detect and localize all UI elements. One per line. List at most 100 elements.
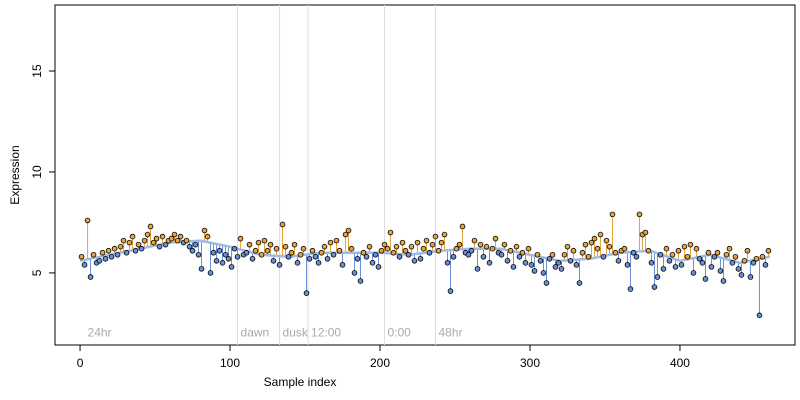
point bbox=[408, 243, 415, 250]
point bbox=[213, 258, 220, 264]
point bbox=[153, 235, 160, 242]
point bbox=[261, 237, 268, 244]
annotation: 12:00 bbox=[311, 326, 341, 340]
point bbox=[552, 264, 559, 270]
point bbox=[291, 241, 298, 248]
point bbox=[174, 237, 181, 244]
point bbox=[609, 211, 616, 218]
x-tick-label: 300 bbox=[520, 356, 540, 370]
point bbox=[306, 255, 313, 262]
point bbox=[189, 247, 196, 254]
point bbox=[327, 239, 334, 246]
point bbox=[642, 229, 649, 236]
point bbox=[204, 233, 211, 240]
point bbox=[363, 253, 370, 260]
point bbox=[723, 251, 730, 258]
point bbox=[732, 253, 739, 260]
point bbox=[612, 249, 619, 256]
point bbox=[681, 243, 688, 250]
point bbox=[348, 245, 355, 252]
point bbox=[735, 266, 742, 272]
x-tick-label: 100 bbox=[220, 356, 240, 370]
point bbox=[699, 260, 706, 266]
point bbox=[606, 243, 613, 250]
point bbox=[549, 251, 556, 258]
point bbox=[84, 217, 91, 224]
point bbox=[660, 266, 667, 272]
point bbox=[324, 255, 331, 262]
point bbox=[717, 268, 724, 274]
point bbox=[600, 253, 607, 260]
point bbox=[132, 247, 139, 254]
point bbox=[444, 260, 451, 266]
point bbox=[456, 241, 463, 248]
point bbox=[705, 249, 712, 256]
y-axis-label: Expression bbox=[8, 145, 22, 204]
point bbox=[396, 253, 403, 260]
point bbox=[747, 274, 754, 280]
point bbox=[192, 241, 199, 248]
point bbox=[81, 262, 88, 268]
point bbox=[447, 288, 454, 294]
point bbox=[234, 253, 241, 260]
point bbox=[405, 251, 412, 258]
point bbox=[741, 258, 748, 264]
point bbox=[333, 237, 340, 244]
point bbox=[417, 255, 424, 262]
point bbox=[225, 255, 232, 262]
point bbox=[183, 237, 190, 244]
point bbox=[231, 245, 238, 252]
point bbox=[411, 258, 418, 264]
point bbox=[519, 249, 526, 256]
annotation: dawn bbox=[241, 326, 270, 340]
point bbox=[468, 247, 475, 254]
point bbox=[171, 231, 178, 238]
point bbox=[666, 258, 673, 264]
point bbox=[258, 251, 265, 258]
point bbox=[321, 243, 328, 250]
point bbox=[129, 233, 136, 240]
point bbox=[474, 266, 481, 272]
plot-frame bbox=[54, 4, 796, 346]
point bbox=[159, 233, 166, 240]
point bbox=[687, 241, 694, 248]
point bbox=[669, 251, 676, 258]
point bbox=[345, 227, 352, 234]
point bbox=[99, 249, 106, 256]
point bbox=[453, 245, 460, 252]
point bbox=[576, 280, 583, 286]
point bbox=[96, 258, 103, 264]
point bbox=[297, 251, 304, 258]
point bbox=[108, 253, 115, 260]
point bbox=[222, 251, 229, 258]
point bbox=[579, 249, 586, 256]
point bbox=[360, 249, 367, 256]
point bbox=[582, 241, 589, 248]
point bbox=[528, 262, 535, 268]
point bbox=[162, 241, 169, 248]
point bbox=[654, 274, 661, 280]
point bbox=[201, 227, 208, 234]
point bbox=[636, 211, 643, 218]
point bbox=[696, 255, 703, 262]
point bbox=[330, 251, 337, 258]
point bbox=[465, 251, 472, 258]
point bbox=[678, 262, 685, 268]
point bbox=[366, 243, 373, 250]
point bbox=[111, 245, 118, 252]
point bbox=[540, 270, 547, 276]
point bbox=[651, 284, 658, 290]
point bbox=[489, 245, 496, 252]
point bbox=[486, 260, 493, 266]
point bbox=[627, 286, 634, 292]
point bbox=[387, 229, 394, 236]
point bbox=[480, 253, 487, 260]
point bbox=[288, 249, 295, 256]
point bbox=[255, 239, 262, 246]
annotation: 48hr bbox=[438, 326, 462, 340]
point bbox=[141, 237, 148, 244]
point bbox=[87, 274, 94, 280]
point bbox=[135, 241, 142, 248]
point bbox=[588, 239, 595, 246]
